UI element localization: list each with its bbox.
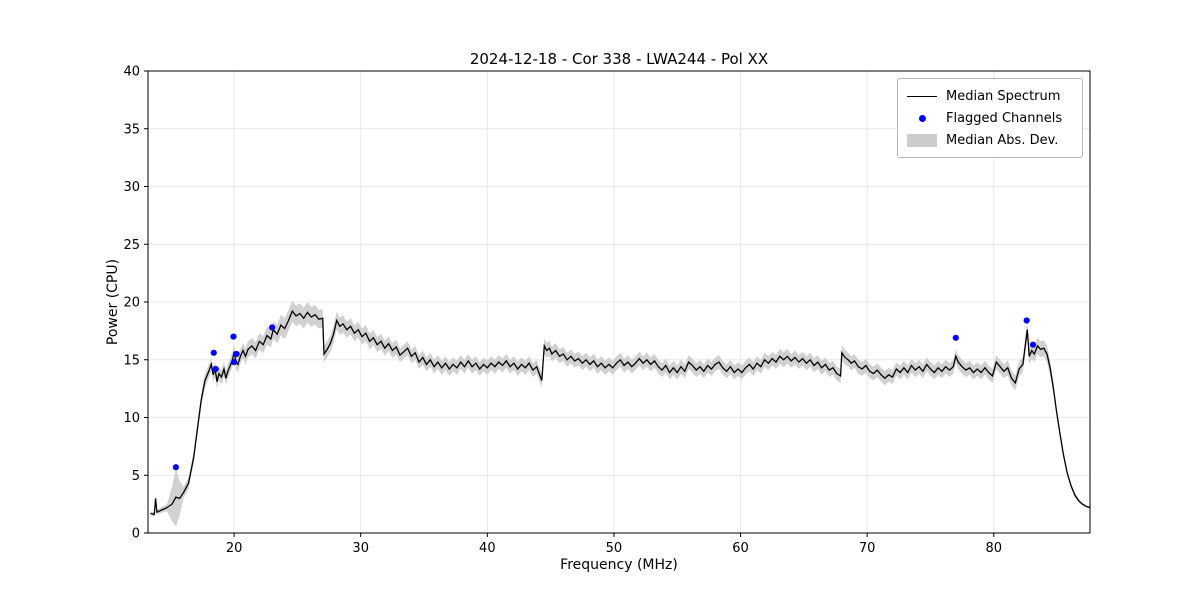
median-abs-dev-band-icon	[907, 133, 937, 147]
legend-label-flagged-channels: Flagged Channels	[946, 110, 1063, 126]
legend-entry-median-spectrum: Median Spectrum	[907, 85, 1072, 107]
y-tick-label: 0	[132, 527, 140, 542]
y-axis-label: Power (CPU)	[105, 258, 121, 346]
flagged-channel-dot	[233, 350, 240, 358]
y-tick-label: 40	[123, 65, 140, 80]
x-tick-label: 70	[859, 541, 876, 556]
flagged-channel-dot	[210, 349, 217, 356]
y-tick-label: 35	[123, 122, 140, 137]
flagged-channel-dot	[1029, 341, 1037, 348]
y-tick-label: 15	[123, 353, 140, 368]
median-abs-dev-band	[150, 300, 1090, 527]
chart-title: 2024-12-18 - Cor 338 - LWA244 - Pol XX	[469, 50, 769, 68]
flagged-channels-dot-icon	[907, 114, 937, 122]
y-tick-label: 5	[132, 469, 140, 484]
y-tick-label: 30	[123, 180, 140, 195]
x-tick-label: 40	[479, 541, 496, 556]
x-tick-label: 30	[352, 541, 369, 556]
legend-entry-flagged-channels: Flagged Channels	[907, 107, 1072, 129]
legend-entry-median-abs-dev: Median Abs. Dev.	[907, 129, 1072, 151]
legend-label-median-abs-dev: Median Abs. Dev.	[946, 132, 1059, 148]
flagged-channel-dot	[230, 333, 237, 340]
legend-label-median-spectrum: Median Spectrum	[946, 88, 1061, 104]
flagged-channel-dot	[212, 365, 219, 373]
flagged-channel-dot	[1023, 317, 1030, 324]
y-tick-label: 10	[123, 411, 140, 426]
median-spectrum-line-icon	[907, 95, 937, 97]
legend: Median Spectrum Flagged Channels Median …	[897, 78, 1083, 158]
flagged-channel-dot	[231, 359, 238, 366]
x-tick-label: 60	[732, 541, 749, 556]
x-tick-label: 80	[986, 541, 1003, 556]
flagged-channel-dot	[172, 464, 179, 471]
flagged-channel-dot	[952, 334, 959, 341]
x-tick-label: 20	[226, 541, 243, 556]
flagged-channel-dot	[269, 324, 276, 331]
median-spectrum-line	[150, 309, 1091, 516]
y-tick-label: 20	[123, 296, 140, 311]
y-tick-label: 25	[123, 238, 140, 253]
x-axis-label: Frequency (MHz)	[560, 557, 678, 573]
x-tick-label: 50	[606, 541, 623, 556]
